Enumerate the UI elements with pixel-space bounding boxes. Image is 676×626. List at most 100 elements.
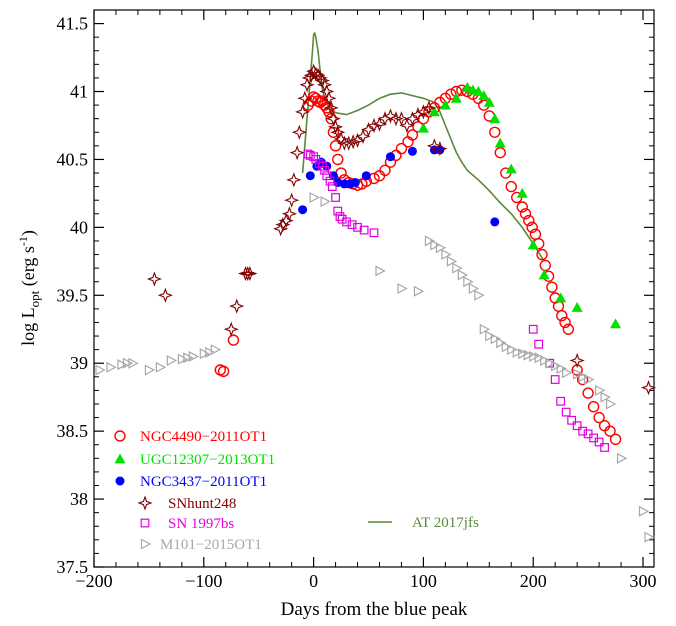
series-1	[417, 81, 622, 329]
data-point	[369, 228, 379, 238]
data-point	[177, 353, 189, 365]
data-point	[242, 265, 258, 282]
data-point	[501, 341, 513, 353]
legend-label: UGC12307−2013OT1	[140, 452, 275, 468]
data-point	[331, 193, 340, 202]
data-point	[321, 90, 337, 106]
data-point	[528, 324, 538, 334]
x-tick-label: 0	[309, 571, 318, 591]
data-point	[327, 182, 337, 192]
data-point	[329, 140, 342, 152]
data-point	[523, 214, 535, 227]
data-point	[379, 164, 391, 177]
data-point	[578, 371, 589, 383]
data-point	[485, 330, 496, 342]
data-point	[587, 400, 600, 413]
data-point	[229, 298, 245, 314]
data-point	[350, 178, 360, 188]
data-point	[342, 217, 351, 227]
data-point	[562, 323, 575, 335]
data-point	[286, 172, 302, 188]
data-point	[210, 344, 222, 356]
data-point	[446, 255, 458, 267]
data-point	[545, 357, 556, 369]
data-point	[474, 289, 485, 301]
data-point	[571, 302, 583, 312]
y-tick-label: 38	[70, 489, 88, 509]
data-point	[435, 242, 447, 254]
data-point	[452, 262, 463, 274]
legend-marker	[114, 453, 126, 464]
data-point	[122, 357, 134, 369]
legend-label: SNhunt248	[168, 496, 236, 512]
series-line-at2017jfs	[301, 31, 545, 262]
legend-label: SN 1997bs	[168, 516, 234, 532]
data-point	[512, 346, 524, 358]
data-point	[539, 259, 551, 272]
data-point	[199, 348, 211, 360]
data-point	[382, 108, 399, 124]
legend-item: SN 1997bs	[140, 516, 234, 532]
legend-item: M101−2015OT1	[140, 537, 262, 553]
y-tick-label: 40	[70, 217, 88, 237]
data-point	[333, 206, 343, 216]
data-point	[295, 104, 311, 120]
data-point	[468, 283, 480, 294]
x-tick-label: 200	[520, 571, 547, 591]
data-point	[573, 368, 584, 380]
data-point	[217, 365, 230, 378]
y-tick-label: 40.5	[57, 149, 89, 169]
y-axis-label-units: (erg s	[18, 246, 39, 291]
data-point	[556, 309, 568, 322]
data-point	[106, 361, 117, 373]
x-axis-label: Days from the blue peak	[281, 599, 468, 620]
data-point	[489, 126, 501, 138]
data-point	[540, 355, 551, 366]
legend-label: NGC3437−2011OT1	[140, 474, 267, 490]
data-point	[516, 201, 528, 213]
y-axis-label-subscript: opt	[27, 290, 42, 307]
data-point	[569, 352, 585, 369]
data-point	[183, 352, 194, 364]
data-point	[327, 126, 340, 138]
data-point	[157, 287, 173, 303]
data-point	[355, 128, 371, 144]
y-tick-label: 39.5	[57, 285, 89, 305]
data-point	[523, 349, 535, 361]
plot-frame	[93, 9, 655, 568]
data-point	[424, 235, 436, 247]
data-point	[426, 138, 443, 154]
data-point	[582, 387, 594, 399]
data-point	[406, 129, 419, 141]
y-tick-label: 39	[70, 353, 88, 373]
data-point	[319, 83, 335, 100]
data-point	[332, 153, 344, 166]
data-point	[128, 357, 139, 369]
data-point	[494, 146, 506, 159]
x-tick-label: −200	[75, 571, 112, 591]
data-point	[610, 318, 622, 329]
data-point	[366, 117, 382, 134]
data-point	[359, 225, 369, 235]
data-point	[494, 137, 506, 148]
data-point	[584, 374, 595, 386]
data-point	[505, 163, 517, 174]
legend-item: NGC4490−2011OT1	[114, 429, 267, 445]
data-point	[578, 426, 588, 436]
data-point	[516, 187, 528, 198]
data-point	[341, 135, 357, 151]
data-point	[559, 316, 571, 329]
data-point	[600, 443, 609, 452]
data-point	[604, 425, 616, 437]
data-point	[572, 421, 582, 431]
data-point	[507, 344, 518, 356]
data-point	[546, 281, 558, 293]
data-point	[320, 165, 329, 175]
data-point	[526, 221, 538, 234]
data-point	[146, 271, 163, 287]
data-point	[407, 146, 417, 156]
data-point	[298, 205, 308, 215]
data-point	[413, 285, 425, 297]
series-0	[214, 84, 622, 445]
data-point	[309, 152, 319, 162]
